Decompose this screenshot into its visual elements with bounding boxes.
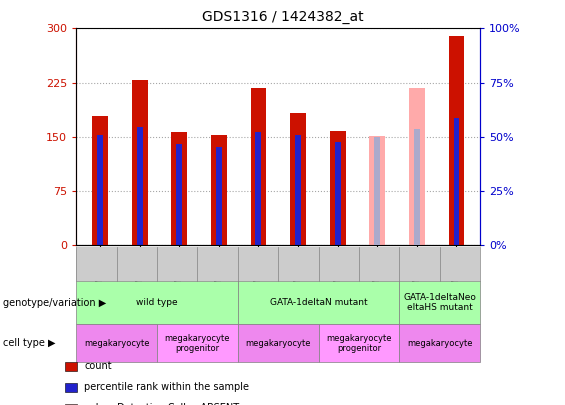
Bar (295, 134, 301, 245)
Text: wild type: wild type (136, 298, 178, 307)
Bar (290, 113, 306, 245)
Text: GATA-1deltaN mutant: GATA-1deltaN mutant (270, 298, 367, 307)
Text: megakaryocyte: megakaryocyte (407, 339, 472, 348)
Bar (137, 127, 142, 245)
Bar (97, 135, 103, 245)
Bar (414, 130, 420, 245)
Bar (211, 135, 227, 245)
Bar (255, 132, 262, 245)
Text: megakaryocyte: megakaryocyte (246, 339, 311, 348)
Text: genotype/variation ▶: genotype/variation ▶ (3, 298, 106, 308)
Bar (92, 117, 108, 245)
Bar (171, 132, 187, 245)
Text: GDS1316 / 1424382_at: GDS1316 / 1424382_at (202, 10, 363, 24)
Bar (216, 147, 222, 245)
Bar (330, 131, 346, 245)
Text: value, Detection Call = ABSENT: value, Detection Call = ABSENT (84, 403, 240, 405)
Text: cell type ▶: cell type ▶ (3, 338, 55, 348)
Text: count: count (84, 361, 112, 371)
Bar (132, 80, 147, 245)
Bar (409, 87, 425, 245)
Text: GATA-1deltaNeo
eltaHS mutant: GATA-1deltaNeo eltaHS mutant (403, 293, 476, 312)
Text: megakaryocyte
progenitor: megakaryocyte progenitor (327, 334, 392, 353)
Bar (250, 87, 266, 245)
Bar (334, 143, 341, 245)
Text: megakaryocyte
progenitor: megakaryocyte progenitor (165, 334, 230, 353)
Bar (454, 118, 459, 245)
Bar (370, 136, 385, 245)
Text: percentile rank within the sample: percentile rank within the sample (84, 382, 249, 392)
Bar (449, 36, 464, 245)
Bar (176, 144, 182, 245)
Bar (374, 136, 380, 245)
Text: megakaryocyte: megakaryocyte (84, 339, 149, 348)
